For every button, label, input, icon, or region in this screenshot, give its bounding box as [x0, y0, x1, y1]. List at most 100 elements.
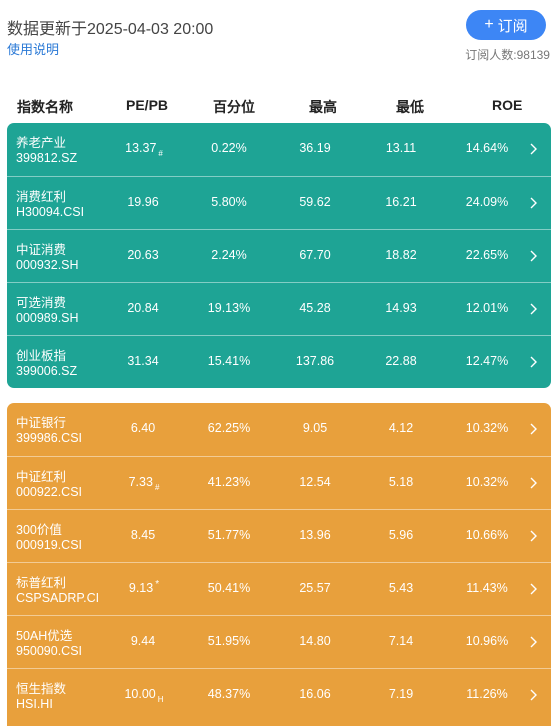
- roe-value: 12.01%: [465, 301, 509, 315]
- index-code: HSI.HI: [16, 697, 53, 711]
- index-row[interactable]: 可选消费 000989.SH 20.84 19.13% 45.28 14.93 12.01%: [7, 282, 551, 335]
- subscribe-label: 订阅: [497, 17, 528, 35]
- pe-pb-marker: *: [155, 579, 160, 590]
- low-value: 13.11: [385, 141, 417, 155]
- column-header-roe: ROE: [492, 97, 523, 113]
- index-group-teal: 养老产业 399812.SZ 13.37 #0.22% 36.19 13.11 14.64%…: [7, 123, 551, 388]
- roe-value: 12.47%: [465, 354, 509, 368]
- roe-value: 10.32%: [465, 421, 509, 435]
- index-row[interactable]: 养老产业 399812.SZ 13.37 #0.22% 36.19 13.11 14.64%: [7, 123, 551, 176]
- low-value: 5.96: [388, 528, 414, 542]
- index-group-orange: 中证银行 399986.CSI 6.40 62.25% 9.05 4.12 10.32% 中证…: [7, 403, 551, 726]
- pe-pb-value: 19.96: [108, 195, 178, 209]
- percentile-value: 51.95%: [207, 634, 251, 648]
- roe-value: 22.65%: [465, 248, 509, 262]
- index-row[interactable]: 50AH优选 950090.CSI 9.44 51.95% 14.80 7.14 10.96…: [7, 615, 551, 668]
- update-timestamp: 数据更新于2025-04-03 20:00: [7, 21, 214, 38]
- index-code: 399006.SZ: [16, 364, 78, 378]
- column-header-high: 最高: [309, 99, 337, 115]
- pe-pb-number: 8.45: [130, 528, 156, 542]
- subscribe-button[interactable]: + 订阅: [466, 10, 546, 40]
- index-row[interactable]: 标普红利 CSPSADRP.CI 9.13 * 50.41% 25.57 5.43 11.43…: [7, 562, 551, 615]
- index-name: 中证红利: [16, 470, 67, 484]
- chevron-right-icon: [530, 250, 537, 262]
- percentile-value: 48.37%: [207, 687, 251, 701]
- pe-pb-number: 6.40: [130, 421, 156, 435]
- index-name: 养老产业: [16, 136, 67, 150]
- index-name: 消费红利: [16, 190, 67, 204]
- chevron-right-icon: [530, 689, 537, 701]
- high-value: 12.54: [299, 475, 331, 489]
- index-row[interactable]: 300价值 000919.CSI 8.45 51.77% 13.96 5.96 10.66%: [7, 509, 551, 562]
- index-code: 399986.CSI: [16, 431, 83, 445]
- index-code: 000922.CSI: [16, 485, 83, 499]
- index-code: H30094.CSI: [16, 205, 85, 219]
- low-value: 14.93: [385, 301, 417, 315]
- roe-value: 14.64%: [465, 141, 509, 155]
- index-row[interactable]: 中证红利 000922.CSI 7.33 #41.23% 12.54 5.18 10.32%: [7, 456, 551, 509]
- chevron-right-icon: [530, 197, 537, 209]
- pe-pb-number: 13.37: [125, 141, 157, 155]
- index-name: 可选消费: [16, 296, 67, 310]
- plus-icon: +: [484, 16, 494, 33]
- high-value: 36.19: [299, 141, 331, 155]
- pe-pb-number: 31.34: [127, 354, 159, 368]
- index-row[interactable]: 创业板指 399006.SZ 31.34 15.41% 137.86 22.88 12.47…: [7, 335, 551, 388]
- index-name: 300价值: [16, 523, 62, 537]
- pe-pb-number: 20.84: [127, 301, 159, 315]
- column-header-pe-pb: PE/PB: [126, 97, 169, 113]
- percentile-value: 62.25%: [207, 421, 251, 435]
- roe-value: 10.32%: [465, 475, 509, 489]
- column-header-name: 指数名称: [17, 99, 73, 115]
- percentile-value: 19.13%: [207, 301, 251, 315]
- pe-pb-value: 20.84: [108, 301, 178, 315]
- high-value: 59.62: [299, 195, 331, 209]
- roe-value: 10.66%: [465, 528, 509, 542]
- index-name: 恒生指数: [16, 682, 67, 696]
- subscriber-count: 订阅人数:98139: [465, 48, 550, 62]
- pe-pb-number: 19.96: [127, 195, 159, 209]
- low-value: 7.14: [388, 634, 414, 648]
- chevron-right-icon: [530, 423, 537, 435]
- index-code: 000932.SH: [16, 258, 79, 272]
- column-header-row: 指数名称 PE/PB 百分位 最高 最低 ROE: [0, 88, 559, 122]
- chevron-right-icon: [530, 303, 537, 315]
- pe-pb-marker: #: [154, 483, 160, 492]
- pe-pb-value: 10.00 H: [108, 687, 178, 704]
- index-code: CSPSADRP.CI: [16, 591, 100, 605]
- percentile-value: 15.41%: [207, 354, 251, 368]
- high-value: 137.86: [295, 354, 335, 368]
- high-value: 45.28: [299, 301, 331, 315]
- high-value: 13.96: [299, 528, 331, 542]
- pe-pb-number: 9.13: [128, 581, 154, 595]
- chevron-right-icon: [530, 356, 537, 368]
- roe-value: 10.96%: [465, 634, 509, 648]
- index-row[interactable]: 消费红利 H30094.CSI 19.96 5.80% 59.62 16.21 24.09%: [7, 176, 551, 229]
- pe-pb-value: 20.63: [108, 248, 178, 262]
- high-value: 14.80: [299, 634, 331, 648]
- column-header-low: 最低: [396, 99, 424, 115]
- index-code: 950090.CSI: [16, 644, 83, 658]
- pe-pb-value: 13.37 #: [108, 141, 178, 158]
- pe-pb-value: 6.40: [108, 421, 178, 435]
- pe-pb-value: 9.13 *: [108, 579, 178, 595]
- index-name: 标普红利: [16, 576, 67, 590]
- index-row[interactable]: 中证消费 000932.SH 20.63 2.24% 67.70 18.82 22.65%: [7, 229, 551, 282]
- index-row[interactable]: 中证银行 399986.CSI 6.40 62.25% 9.05 4.12 10.32%: [7, 403, 551, 456]
- index-row[interactable]: 恒生指数 HSI.HI 10.00 H 48.37% 16.06 7.19 11.26%: [7, 668, 551, 721]
- percentile-value: 0.22%: [211, 141, 247, 155]
- percentile-value: 41.23%: [207, 475, 251, 489]
- pe-pb-value: 7.33 #: [108, 475, 178, 492]
- index-name: 创业板指: [16, 349, 67, 363]
- low-value: 7.19: [388, 687, 414, 701]
- percentile-value: 5.80%: [211, 195, 247, 209]
- pe-pb-value: 9.44: [108, 634, 178, 648]
- index-name: 50AH优选: [16, 629, 73, 643]
- chevron-right-icon: [530, 530, 537, 542]
- roe-value: 11.26%: [466, 687, 508, 701]
- roe-value: 24.09%: [465, 195, 509, 209]
- usage-help-link[interactable]: 使用说明: [7, 42, 60, 57]
- index-code: 000919.CSI: [16, 538, 83, 552]
- pe-pb-number: 20.63: [127, 248, 159, 262]
- index-name: 中证银行: [16, 416, 67, 430]
